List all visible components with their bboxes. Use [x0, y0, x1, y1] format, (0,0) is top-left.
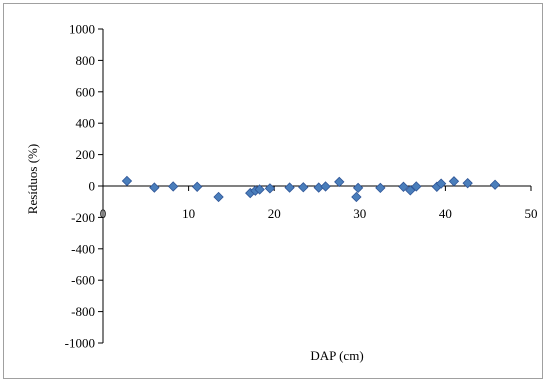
data-point	[448, 176, 460, 187]
data-point	[352, 182, 364, 194]
x-tick-label: 40	[439, 206, 452, 221]
y-tick-label: 800	[76, 53, 96, 68]
y-axis-ticks: 1000 800 600 400 200 0 -200 -400 -600 -800 -1000	[65, 22, 103, 351]
y-tick-label: -400	[71, 241, 95, 256]
x-axis-label: DAP (cm)	[310, 348, 363, 363]
data-point	[405, 185, 416, 196]
y-tick-label: 1000	[69, 22, 95, 37]
data-point	[489, 179, 501, 190]
y-tick-label: -1000	[65, 336, 95, 351]
data-point	[149, 182, 160, 193]
chart-frame: 1000 800 600 400 200 0 -200 -400 -600 -800 -1000 0…	[3, 3, 543, 379]
data-point	[213, 191, 224, 203]
data-point	[351, 191, 362, 203]
data-points	[121, 175, 501, 203]
x-tick-label: 20	[268, 206, 281, 221]
data-point	[411, 181, 422, 192]
data-point	[462, 178, 473, 189]
x-tick-label: 30	[353, 206, 366, 221]
x-tick-label: 50	[525, 206, 538, 221]
y-tick-label: -800	[71, 304, 95, 319]
data-point	[254, 184, 265, 195]
y-tick-label: 200	[76, 147, 96, 162]
data-point	[435, 178, 447, 189]
data-point	[320, 181, 331, 192]
data-point	[191, 181, 203, 192]
data-point	[334, 176, 345, 188]
scatter-chart: 1000 800 600 400 200 0 -200 -400 -600 -800 -1000 0…	[25, 22, 538, 364]
x-tick-label: 10	[182, 206, 195, 221]
y-tick-label: 400	[76, 116, 96, 131]
y-tick-label: -600	[71, 273, 95, 288]
data-point	[264, 183, 276, 194]
y-axis-label: Resíduos (%)	[25, 144, 40, 214]
data-point	[375, 182, 386, 194]
data-point	[284, 182, 295, 193]
y-tick-label: -200	[71, 210, 95, 225]
data-point	[121, 175, 133, 187]
data-point	[298, 182, 309, 193]
y-tick-label: 0	[89, 179, 96, 194]
data-point	[168, 181, 179, 192]
data-point	[398, 181, 409, 192]
y-tick-label: 600	[76, 84, 96, 99]
